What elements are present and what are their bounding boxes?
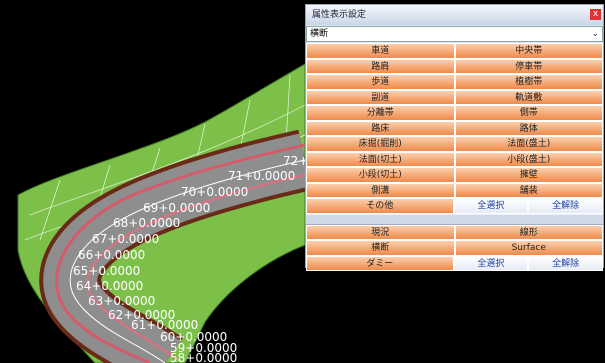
button-grid: 現況 線形 横断 Surface ダミー 全選択 全解除 [306,224,603,271]
attribute-button[interactable]: 路床 [306,120,455,136]
close-button[interactable]: x [590,9,601,20]
attribute-button[interactable]: 軌道敷 [454,89,603,105]
select-button[interactable]: 全解除 [528,198,603,214]
station-labels: 72+0.000071+0.0000 70+0.0000 69+0.000068+0… [73,154,305,363]
separator [306,213,603,225]
dropdown[interactable]: 横断 ⌄ [306,26,603,42]
select-button[interactable]: 全選択 [453,255,529,271]
attribute-button[interactable]: ダミー [306,255,454,271]
station-label: 62+0.0000 [108,308,175,322]
button-row: 法面(切土) 小段(盛土) [306,151,603,167]
attribute-button[interactable]: Surface [454,240,603,256]
attribute-button[interactable]: 停車帯 [454,58,603,74]
button-row: 床掘(掘削) 法面(盛土) [306,136,603,152]
station-label: 63+0.0000 [88,294,155,308]
attribute-button[interactable]: 小段(切土) [306,167,455,183]
attribute-button[interactable]: 歩道 [306,74,455,90]
attribute-button[interactable]: 横断 [306,240,455,256]
station-label: 64+0.0000 [76,279,143,293]
select-button[interactable]: 全解除 [528,255,603,271]
dropdown-value: 横断 [310,29,329,39]
station-label: 69+0.0000 [143,201,210,215]
attribute-button[interactable]: 路肩 [306,58,455,74]
attribute-button[interactable]: 舗装 [454,182,603,198]
attribute-button[interactable]: 小段(盛土) [454,151,603,167]
button-row: 副道 軌道敷 [306,89,603,105]
attribute-panel: 属性表示設定 x 横断 ⌄ 車道 中央帯 路肩 停車帯 歩道 植樹帯 副道 軌道敷 分離帯 側帯 路床路… [305,4,604,271]
attribute-button[interactable]: 法面(盛土) [454,136,603,152]
road-centerline [69,159,305,363]
button-row: 横断 Surface [306,240,603,256]
button-row: 現況 線形 [306,224,603,240]
button-row: 小段(切土) 擁壁 [306,167,603,183]
station-label: 65+0.0000 [73,264,140,278]
station-label: 67+0.0000 [92,232,159,246]
attribute-button[interactable]: 擁壁 [454,167,603,183]
station-label: 60+0.0000 [160,330,227,344]
button-row: ダミー 全選択 全解除 [306,255,603,271]
attribute-button[interactable]: 側帯 [454,105,603,121]
station-label: 70+0.0000 [181,185,248,199]
attribute-button[interactable]: 法面(切土) [306,151,455,167]
attribute-button[interactable]: 植樹帯 [454,74,603,90]
station-label: 71+0.0000 [228,169,295,183]
station-label: 72+0.0000 [283,154,305,168]
road-lane [86,174,305,361]
button-row: 路床 路体 [306,120,603,136]
button-row: 歩道 植樹帯 [306,74,603,90]
chevron: ⌄ [591,29,599,39]
button-row: その他 全選択 全解除 [306,198,603,214]
button-row: 分離帯 側帯 [306,105,603,121]
attribute-button[interactable]: 副道 [306,89,455,105]
station-label: 58+0.0000 [170,351,237,363]
button-row: 路肩 停車帯 [306,58,603,74]
panel-title: 属性表示設定 [312,10,367,20]
station-label: 59+0.0000 [170,341,237,355]
attribute-button[interactable]: 線形 [454,224,603,240]
button-row: 側溝 舗装 [306,182,603,198]
attribute-button[interactable]: その他 [306,198,454,214]
title-bar: 属性表示設定 x [306,5,603,25]
3d-view: 72+0.000071+0.0000 70+0.0000 69+0.000068+0… [17,63,305,363]
select-button[interactable]: 全選択 [453,198,529,214]
station-label: 68+0.0000 [113,216,180,230]
attribute-button[interactable]: 現況 [306,224,455,240]
attribute-button[interactable]: 路体 [454,120,603,136]
button-grid: 車道 中央帯 路肩 停車帯 歩道 植樹帯 副道 軌道敷 分離帯 側帯 路床 路体 床掘(掘削) 法面(盛土… [306,43,603,214]
road-lane [55,143,305,363]
button-row: 車道 中央帯 [306,43,603,59]
station-label: 61+0.0000 [131,318,198,332]
attribute-button[interactable]: 車道 [306,43,455,59]
attribute-button[interactable]: 側溝 [306,182,455,198]
attribute-button[interactable]: 中央帯 [454,43,603,59]
station-label: 66+0.0000 [78,248,145,262]
attribute-button[interactable]: 床掘(掘削) [306,136,455,152]
attribute-button[interactable]: 分離帯 [306,105,455,121]
